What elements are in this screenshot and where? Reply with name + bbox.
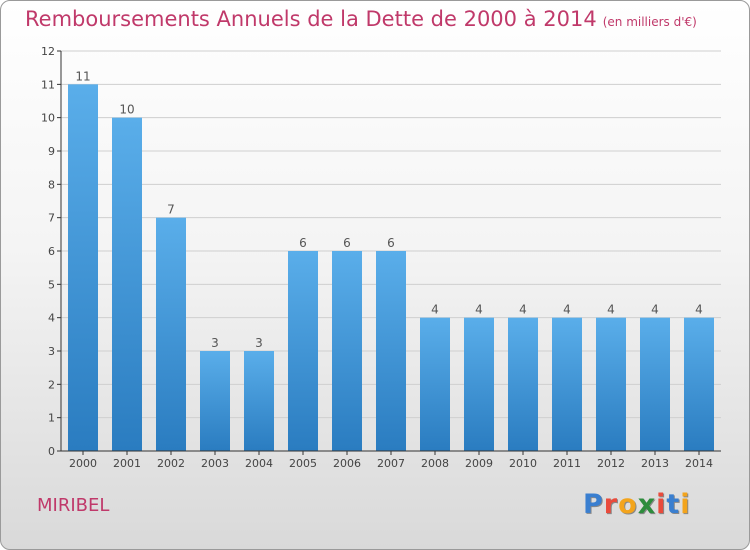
- y-tick-label: 6: [48, 245, 55, 258]
- y-tick-label: 4: [48, 312, 55, 325]
- logo-letter: r: [603, 489, 619, 520]
- x-tick-label-2000: 2000: [69, 457, 97, 470]
- logo-letter: i: [656, 489, 667, 520]
- bar-2002: [156, 217, 186, 451]
- data-label-2012: 4: [607, 303, 615, 317]
- bar-2009: [464, 317, 494, 451]
- data-label-2006: 6: [343, 236, 351, 250]
- logo-letter: i: [680, 489, 691, 520]
- x-tick-label-2009: 2009: [465, 457, 493, 470]
- data-label-2011: 4: [563, 303, 571, 317]
- x-tick-label-2008: 2008: [421, 457, 449, 470]
- data-label-2000: 11: [75, 69, 90, 83]
- y-tick-label: 9: [48, 145, 55, 158]
- bar-2010: [508, 317, 538, 451]
- y-tick-label: 12: [41, 45, 55, 58]
- bar-2014: [684, 317, 714, 451]
- bar-2005: [288, 251, 318, 451]
- logo-letter: x: [637, 489, 657, 520]
- y-tick-label: 2: [48, 378, 55, 391]
- proxiti-logo: Proxiti: [583, 489, 691, 520]
- x-tick-label-2013: 2013: [641, 457, 669, 470]
- bar-2000: [68, 84, 98, 451]
- y-tick-label: 11: [41, 78, 55, 91]
- bars: [68, 84, 714, 452]
- data-label-2010: 4: [519, 303, 527, 317]
- data-label-2008: 4: [431, 303, 439, 317]
- y-tick-label: 10: [41, 112, 55, 125]
- bar-2013: [640, 317, 670, 451]
- bar-2012: [596, 317, 626, 451]
- data-label-2005: 6: [299, 236, 307, 250]
- data-label-2009: 4: [475, 303, 483, 317]
- bar-2003: [200, 351, 230, 451]
- x-tick-label-2012: 2012: [597, 457, 625, 470]
- x-tick-label-2011: 2011: [553, 457, 581, 470]
- x-tick-label-2007: 2007: [377, 457, 405, 470]
- y-tick-label: 5: [48, 278, 55, 291]
- data-label-2007: 6: [387, 236, 395, 250]
- commune-name: MIRIBEL: [37, 495, 110, 516]
- logo-letter: o: [618, 489, 638, 520]
- x-tick-label-2006: 2006: [333, 457, 361, 470]
- data-label-2001: 10: [119, 103, 134, 117]
- y-tick-label: 0: [48, 445, 55, 458]
- x-tick-label-2001: 2001: [113, 457, 141, 470]
- bar-2001: [112, 117, 142, 452]
- y-tick-label: 8: [48, 178, 55, 191]
- x-tick-label-2010: 2010: [509, 457, 537, 470]
- chart-title: Remboursements Annuels de la Dette de 20…: [25, 7, 697, 31]
- data-label-2004: 3: [255, 336, 263, 350]
- x-tick-label-2002: 2002: [157, 457, 185, 470]
- x-tick-label-2014: 2014: [685, 457, 713, 470]
- bar-2004: [244, 351, 274, 451]
- x-tick-label-2004: 2004: [245, 457, 273, 470]
- logo-letter: P: [583, 489, 604, 520]
- data-label-2002: 7: [167, 203, 175, 217]
- title-text: Remboursements Annuels de la Dette de 20…: [25, 7, 597, 31]
- labels: 0123456789101112112000102001720023200332…: [41, 45, 713, 470]
- logo-letter: t: [666, 489, 681, 520]
- bar-2006: [332, 251, 362, 451]
- x-tick-label-2005: 2005: [289, 457, 317, 470]
- data-label-2003: 3: [211, 336, 219, 350]
- y-tick-label: 3: [48, 345, 55, 358]
- data-label-2013: 4: [651, 303, 659, 317]
- bar-2008: [420, 317, 450, 451]
- bar-2007: [376, 251, 406, 451]
- unit-label: (en milliers d'€): [602, 15, 697, 29]
- y-tick-label: 1: [48, 412, 55, 425]
- axes: [57, 50, 721, 455]
- data-label-2014: 4: [695, 303, 703, 317]
- y-tick-label: 7: [48, 212, 55, 225]
- bar-2011: [552, 317, 582, 451]
- x-tick-label-2003: 2003: [201, 457, 229, 470]
